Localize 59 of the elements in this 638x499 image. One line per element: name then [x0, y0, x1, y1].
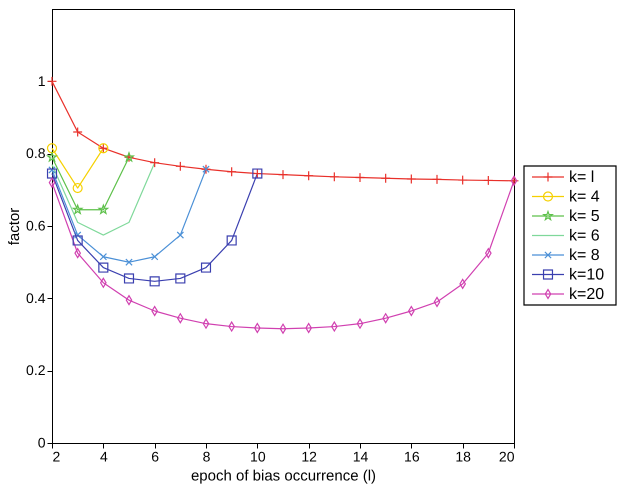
legend-label: k= 4	[569, 188, 600, 206]
legend-label: k= 6	[569, 228, 600, 244]
point	[46, 143, 58, 154]
point	[200, 262, 212, 273]
point	[124, 273, 134, 284]
point	[458, 174, 468, 186]
y-tick-label: 0.4	[26, 290, 46, 306]
point	[48, 166, 56, 174]
x-tick-label: 16	[404, 448, 420, 464]
point	[329, 172, 340, 182]
point	[226, 235, 237, 246]
legend-label: k= 8	[569, 247, 600, 264]
point	[176, 231, 184, 239]
point	[47, 152, 57, 162]
x-tick-label: 2	[52, 448, 60, 464]
x-tick-label: 8	[202, 448, 211, 464]
x-tick-label: 10	[250, 448, 266, 464]
point	[150, 158, 160, 168]
y-tick-label: 0.8	[26, 145, 46, 162]
line-series	[51, 162, 156, 236]
point	[406, 174, 416, 184]
y-tick-label: 0	[38, 434, 46, 450]
legend-label: k= l	[569, 169, 594, 186]
x-tick-label: 14	[352, 448, 368, 464]
point	[175, 161, 186, 172]
point	[483, 175, 494, 186]
legend-label: k= 5	[569, 208, 600, 225]
y-tick-label: 0.2	[26, 362, 46, 378]
point	[72, 182, 83, 194]
legend-label: k=20	[569, 286, 604, 303]
point	[125, 258, 133, 266]
y-tick-label: 0.6	[26, 218, 46, 234]
point	[354, 172, 366, 183]
point	[304, 170, 314, 181]
point	[74, 231, 82, 239]
x-tick-label: 6	[151, 448, 160, 464]
x-tick-label: 4	[100, 448, 108, 464]
y-tick-label: 1	[38, 72, 46, 89]
point	[98, 204, 108, 214]
y-axis-title: factor	[6, 208, 24, 246]
x-tick-label: 20	[498, 448, 515, 464]
point	[432, 174, 442, 184]
point	[175, 273, 186, 284]
point	[380, 173, 391, 184]
point	[72, 235, 83, 246]
point	[150, 276, 160, 286]
x-tick-label: 18	[455, 448, 472, 464]
point	[46, 76, 58, 86]
point	[100, 253, 108, 260]
point	[226, 166, 237, 177]
x-axis-title: epoch of bias occurrence (l)	[190, 468, 376, 484]
point	[278, 170, 288, 180]
point	[98, 262, 108, 273]
point	[46, 168, 58, 179]
point	[72, 204, 83, 214]
point	[150, 253, 158, 260]
point	[72, 126, 83, 138]
x-tick-label: 12	[301, 448, 318, 464]
legend-label: k=10	[569, 266, 604, 284]
